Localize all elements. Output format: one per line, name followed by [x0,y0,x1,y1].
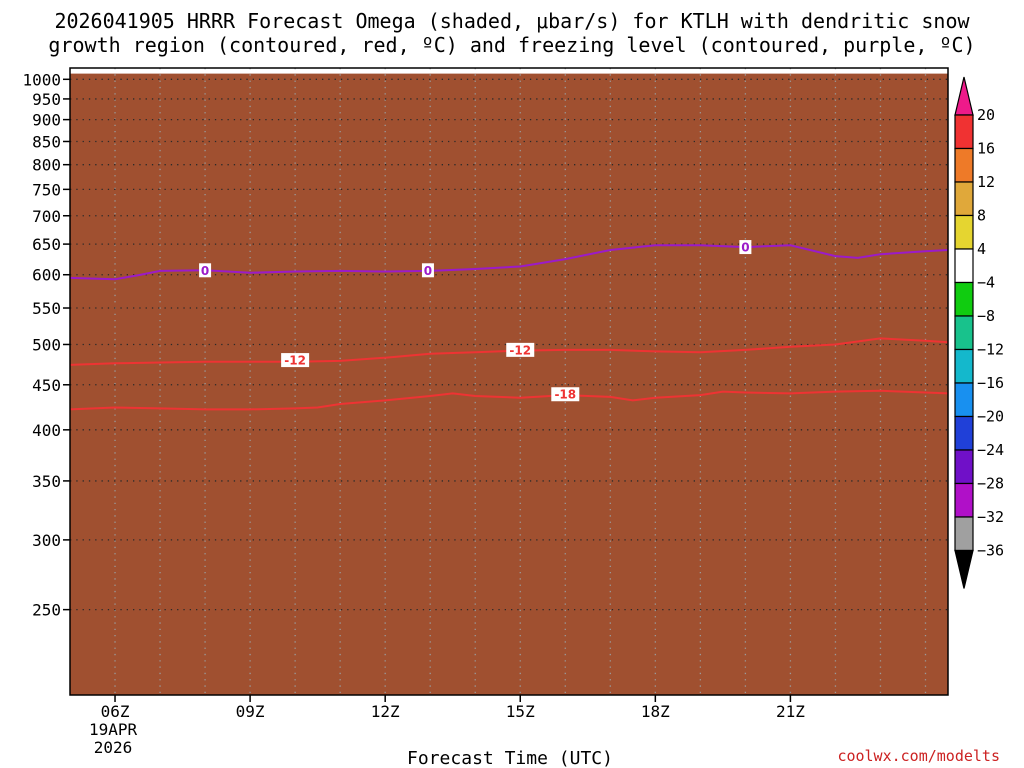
contour-label: -12 [509,343,531,357]
temperature-contour-layer: -18 -12 -12 0 0 0 [70,240,948,411]
time-tick-label: 15Z [506,702,535,721]
colorbar-swatch [954,248,974,284]
colorbar-tick-label: −24 [977,441,1004,459]
colorbar-tick-label: −4 [977,274,995,292]
contour-line-0 [70,244,948,281]
contour-label-backdrop [739,240,752,255]
pressure-tick-label: 850 [32,132,61,151]
time-tick-label: 12Z [371,702,400,721]
colorbar-tick-label: 4 [977,240,986,258]
x-axis-label: Forecast Time (UTC) [407,748,613,768]
colorbar-swatch [954,382,974,418]
colorbar-tick-label: −32 [977,508,1004,526]
ground-surface [70,73,948,695]
colorbar-tick-label: −16 [977,374,1004,392]
time-tick-label: 09Z [236,702,265,721]
grid-layer [70,68,948,695]
date-label: 19APR [89,720,138,739]
colorbar-tick-label: −36 [977,542,1004,560]
chart-title-line-1: 2026041905 HRRR Forecast Omega (shaded, … [54,9,970,33]
pressure-tick-label: 750 [32,180,61,199]
colorbar-tick-label: 20 [977,106,995,124]
colorbar-swatch [954,449,974,485]
pressure-tick-label: 600 [32,266,61,285]
colorbar-bottom-arrow [954,549,974,589]
contour-label: 0 [201,264,209,278]
colorbar-top-arrow [954,76,974,116]
colorbar-swatch [954,415,974,451]
pressure-tick-label: 800 [32,156,61,175]
colorbar-swatch [954,281,974,317]
colorbar-tick-label: −28 [977,475,1004,493]
plot-frame [69,67,949,696]
contour-label: 0 [741,241,749,255]
time-tick-label: 18Z [641,702,670,721]
contour-label-backdrop [199,263,212,278]
omega-shading-layer [70,68,948,695]
pressure-tick-label: 300 [32,531,61,550]
colorbar-swatch [954,114,974,150]
contour-label: -18 [554,388,576,402]
colorbar-swatch [954,315,974,351]
colorbar-tick-label: 8 [977,207,986,225]
contour-label-backdrop [551,387,580,402]
pressure-tick-label: 650 [32,235,61,254]
pressure-tick-label: 900 [32,111,61,130]
time-tick-label: 21Z [776,702,805,721]
pressure-tick-label: 950 [32,90,61,109]
colorbar-tick-label: −8 [977,307,995,325]
colorbar-swatch [954,214,974,250]
omega-colorbar: 20 16 12 8 4 −4 −8 −12 −16 −20 −24 −28 −32 −36 [954,76,1004,589]
colorbar-swatch [954,482,974,518]
colorbar-tick-label: −12 [977,341,1004,359]
contour-line--18 [70,389,948,411]
contour-label-backdrop [421,263,434,278]
contour-label: -12 [284,354,306,368]
colorbar-swatch [954,181,974,217]
plot-border [69,67,949,696]
time-tick-label: 06Z [101,702,130,721]
pressure-tick-label: 500 [32,335,61,354]
pressure-tick-label: 350 [32,472,61,491]
pressure-tick-label: 1000 [22,70,61,89]
pressure-axis: 250 300 350 400 450 500 550 600 650 700 750 800 850 9… [22,70,70,620]
contour-label-backdrop [506,342,535,357]
colorbar-swatch [954,348,974,384]
colorbar-swatch [954,147,974,183]
colorbar-tick-label: −20 [977,408,1004,426]
pressure-tick-label: 250 [32,601,61,620]
chart-title-line-2: growth region (contoured, red, ºC) and f… [48,33,975,57]
site-credit: coolwx.com/modelts [837,747,1000,765]
date-label: 2026 [94,738,133,757]
pressure-tick-label: 450 [32,376,61,395]
contour-label: 0 [424,264,432,278]
colorbar-swatch [954,516,974,552]
contour-label-backdrop [281,353,310,368]
pressure-tick-label: 700 [32,207,61,226]
colorbar-tick-label: 12 [977,173,995,191]
pressure-tick-label: 550 [32,299,61,318]
pressure-tick-label: 400 [32,421,61,440]
colorbar-tick-label: 16 [977,140,995,158]
